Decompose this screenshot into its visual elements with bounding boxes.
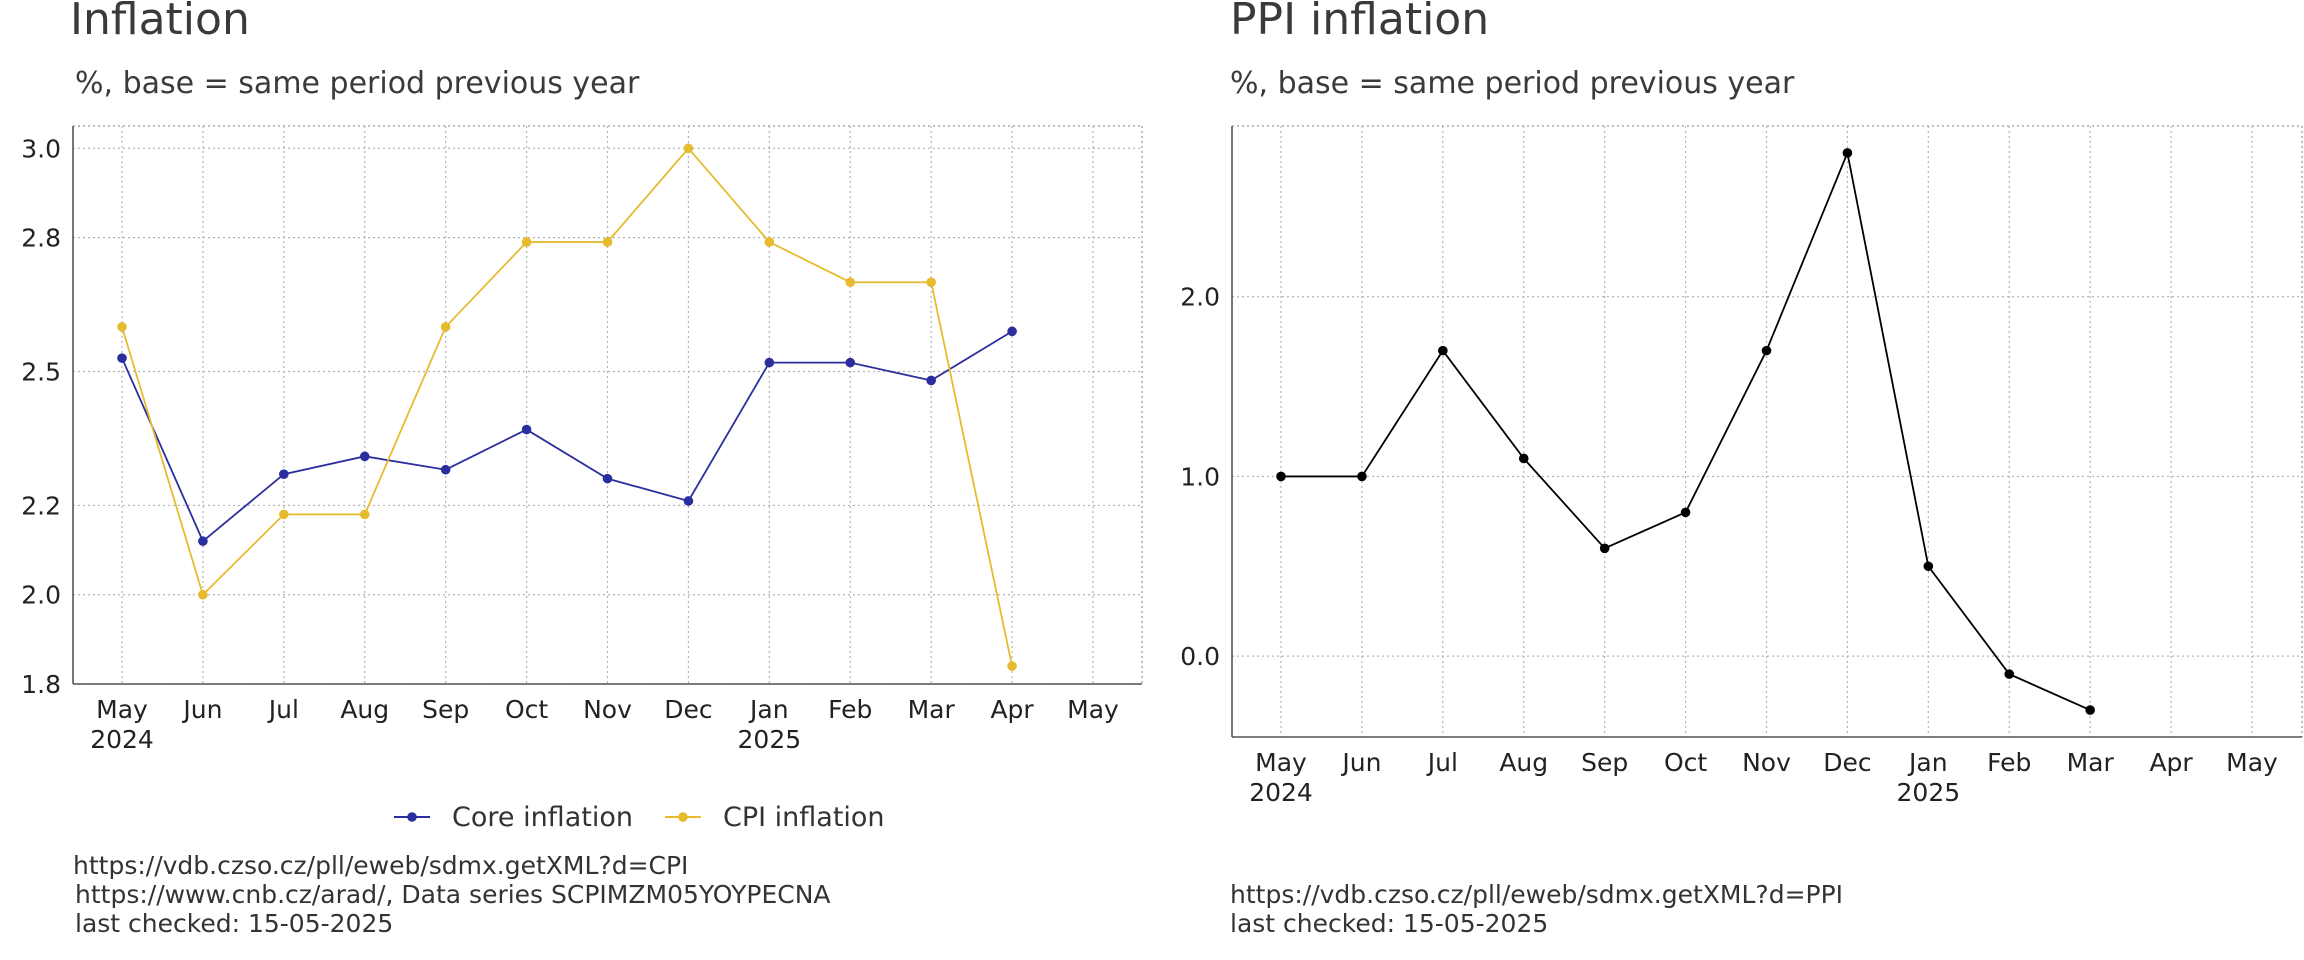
x-year-label: 2025 xyxy=(738,725,802,754)
x-tick-label: Nov xyxy=(583,695,632,724)
data-point xyxy=(926,277,936,288)
data-point xyxy=(683,496,694,506)
data-point xyxy=(2004,669,2015,679)
data-point xyxy=(845,277,856,288)
x-tick-label: Jun xyxy=(1340,748,1381,777)
data-point xyxy=(764,357,775,368)
y-tick-label: 2.2 xyxy=(21,491,61,520)
data-point xyxy=(117,353,127,363)
x-tick-label: Apr xyxy=(2149,748,2193,777)
y-tick-label: 1.8 xyxy=(21,670,61,699)
x-tick-label: Feb xyxy=(828,695,872,724)
data-point xyxy=(1007,661,1017,671)
x-tick-label: Dec xyxy=(664,695,712,724)
x-tick-label: Oct xyxy=(505,695,548,724)
inflation-panel: Inflation %, base = same period previous… xyxy=(21,0,1143,938)
x-tick-label: Jul xyxy=(267,695,299,724)
x-tick-label: Mar xyxy=(908,695,956,724)
series-line-0 xyxy=(121,330,1013,543)
y-tick-label: 0.0 xyxy=(1180,642,1220,671)
data-point xyxy=(1761,345,1772,356)
data-point xyxy=(359,451,370,462)
series-line-1 xyxy=(121,146,1013,667)
data-point xyxy=(1276,471,1286,482)
chart-subtitle: %, base = same period previous year xyxy=(1230,66,1795,101)
data-point xyxy=(198,536,208,546)
data-point xyxy=(926,375,936,386)
legend-swatch-point xyxy=(678,812,688,822)
x-year-label: 2025 xyxy=(1897,778,1961,807)
data-point xyxy=(845,357,856,368)
data-point xyxy=(602,237,613,247)
data-point xyxy=(1680,507,1691,518)
x-tick-label: Jun xyxy=(181,695,222,724)
x-tick-label: May xyxy=(1067,695,1119,724)
data-point xyxy=(198,589,208,600)
source-line-3: last checked: 15-05-2025 xyxy=(75,909,394,938)
data-point xyxy=(764,237,775,247)
x-tick-label: May xyxy=(96,695,148,724)
data-point xyxy=(521,424,532,435)
x-year-label: 2024 xyxy=(1249,778,1313,807)
x-tick-label: Aug xyxy=(1499,748,1548,777)
y-tick-label: 2.5 xyxy=(21,358,61,387)
x-tick-label: Jan xyxy=(1907,748,1948,777)
data-point xyxy=(1599,543,1610,554)
data-point xyxy=(1518,453,1529,464)
data-point xyxy=(602,473,613,484)
x-tick-label: Jul xyxy=(1426,748,1458,777)
data-point xyxy=(279,509,289,520)
data-point xyxy=(1923,561,1934,572)
data-point xyxy=(1842,148,1853,158)
data-point xyxy=(1007,326,1017,337)
chart-title: PPI inflation xyxy=(1230,0,1490,45)
x-tick-label: Mar xyxy=(2067,748,2115,777)
x-tick-label: Feb xyxy=(1987,748,2031,777)
source-line-2: https://www.cnb.cz/arad/, Data series SC… xyxy=(75,880,831,909)
legend-swatch-point xyxy=(407,812,417,822)
x-tick-label: Apr xyxy=(990,695,1034,724)
source-line-1: https://vdb.czso.cz/pll/eweb/sdmx.getXML… xyxy=(73,851,689,880)
x-tick-label: Sep xyxy=(1581,748,1628,777)
data-point xyxy=(521,237,532,247)
x-tick-label: Sep xyxy=(422,695,469,724)
y-tick-label: 2.0 xyxy=(21,581,61,610)
legend-entry-1: CPI inflation xyxy=(723,802,885,833)
x-tick-label: Nov xyxy=(1742,748,1791,777)
x-tick-label: Jan xyxy=(748,695,789,724)
chart-subtitle: %, base = same period previous year xyxy=(75,66,640,101)
legend-entry-0: Core inflation xyxy=(452,802,633,833)
x-tick-label: May xyxy=(1255,748,1307,777)
ppi-panel: PPI inflation %, base = same period prev… xyxy=(1152,0,2304,960)
data-point xyxy=(1357,471,1367,482)
x-tick-label: May xyxy=(2226,748,2278,777)
y-tick-label: 3.0 xyxy=(21,134,61,163)
y-tick-label: 2.0 xyxy=(1180,283,1220,312)
data-point xyxy=(440,322,451,332)
data-point xyxy=(2085,705,2095,715)
y-tick-label: 1.0 xyxy=(1180,462,1220,491)
x-tick-label: Dec xyxy=(1823,748,1871,777)
data-point xyxy=(1438,345,1448,356)
y-tick-label: 2.8 xyxy=(21,224,61,253)
source-line-1: https://vdb.czso.cz/pll/eweb/sdmx.getXML… xyxy=(1230,880,1844,909)
source-line-2: last checked: 15-05-2025 xyxy=(1230,909,1549,938)
x-year-label: 2024 xyxy=(90,725,154,754)
chart-title: Inflation xyxy=(70,0,250,45)
data-point xyxy=(359,509,370,520)
data-point xyxy=(279,469,289,479)
x-tick-label: Oct xyxy=(1664,748,1707,777)
data-point xyxy=(117,322,127,332)
data-point xyxy=(440,464,451,475)
x-tick-label: Aug xyxy=(340,695,389,724)
data-point xyxy=(683,143,694,154)
